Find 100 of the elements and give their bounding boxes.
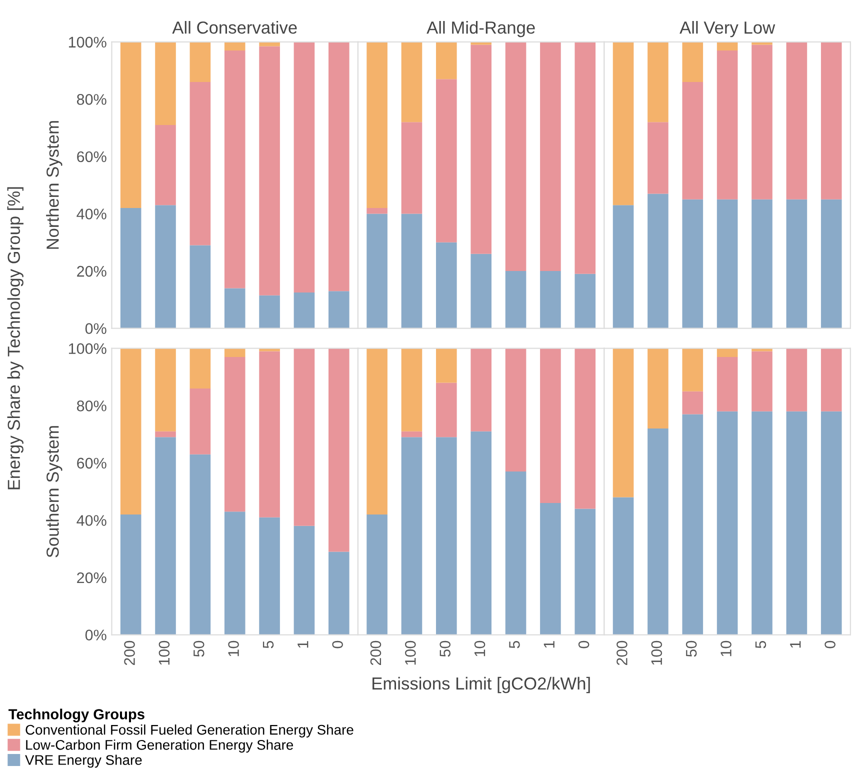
bar (436, 242, 457, 328)
bar (820, 42, 842, 200)
bar (648, 348, 668, 429)
bar (648, 42, 668, 122)
x-tick-label: 50 (440, 640, 451, 657)
x-tick-label: 0 (578, 640, 590, 648)
bar (574, 508, 596, 635)
bar (120, 514, 142, 635)
bar (224, 512, 246, 635)
bar (786, 42, 808, 200)
bar (328, 42, 350, 292)
bar (120, 208, 142, 328)
bar (155, 348, 176, 432)
legend-title: Technology Groups (8, 708, 144, 722)
bar (682, 82, 704, 200)
legend-label: VRE Energy Share (25, 754, 142, 768)
bar (366, 208, 388, 214)
bar (155, 437, 176, 635)
bar (820, 199, 842, 328)
bar (120, 348, 142, 514)
bar (505, 271, 526, 328)
bar (190, 245, 211, 328)
y-tick-label: 40% (76, 208, 106, 220)
bar (224, 356, 246, 512)
bar (820, 348, 842, 412)
y-tick-label: 100% (68, 343, 106, 354)
bar (716, 411, 738, 635)
bar (259, 46, 280, 296)
x-tick-label: 100 (405, 640, 416, 665)
bar (716, 42, 738, 50)
bar (574, 274, 596, 328)
bar (436, 79, 457, 242)
legend-label: Low-Carbon Firm Generation Energy Share (26, 740, 294, 753)
bar (716, 348, 738, 357)
x-axis-title: Emissions Limit [gCO2/kWh] (372, 676, 590, 694)
bar (540, 503, 561, 635)
bar (540, 271, 561, 328)
bar (436, 437, 457, 635)
y-tick-label: 0% (85, 630, 106, 640)
bar (328, 348, 350, 552)
y-tick-label: 40% (76, 515, 106, 526)
x-tick-label: 100 (651, 640, 662, 665)
x-tick-label: 10 (720, 640, 732, 656)
x-tick-label: 0 (824, 640, 836, 648)
x-tick-label: 5 (755, 640, 766, 648)
x-tick-label: 5 (262, 640, 274, 648)
x-tick-label: 10 (228, 640, 239, 656)
bar (401, 437, 422, 635)
y-axis-title: Southern System (46, 426, 62, 558)
bar (190, 454, 211, 635)
bar (716, 356, 738, 412)
bar (820, 411, 842, 635)
bar (224, 348, 246, 357)
bar (612, 497, 634, 635)
y-tick-label: 20% (77, 266, 106, 277)
x-tick-label: 200 (616, 640, 628, 666)
bar (682, 199, 704, 328)
bar (752, 44, 772, 200)
chart-title: All Very Low (680, 20, 776, 38)
bar (574, 348, 596, 509)
bar (716, 199, 738, 328)
text: Energy Share by Technology Group [%] (7, 187, 24, 490)
bar (259, 351, 280, 518)
x-tick-label: 100 (158, 640, 170, 665)
bar (401, 431, 422, 438)
y-tick-label: 60% (77, 458, 106, 469)
bar (190, 388, 211, 454)
bar (366, 514, 388, 635)
bar (401, 122, 422, 214)
x-tick-label: 10 (474, 640, 486, 656)
x-tick-label: 50 (193, 640, 204, 657)
bar (612, 205, 634, 328)
bar (294, 292, 315, 328)
bar (366, 42, 388, 208)
y-tick-label: 20% (77, 572, 106, 584)
bar (612, 42, 634, 206)
bar (752, 411, 772, 635)
bar (328, 552, 350, 635)
bar (470, 431, 492, 635)
bar (682, 348, 704, 392)
bar (224, 50, 246, 288)
bar (682, 42, 704, 82)
x-tick-label: 200 (370, 640, 382, 666)
bar (574, 42, 596, 274)
bar (401, 42, 422, 122)
bar (294, 526, 315, 635)
bar (716, 50, 738, 200)
y-tick-label: 0% (85, 323, 106, 334)
x-tick-label: 0 (332, 640, 343, 648)
y-tick-label: 80% (76, 400, 106, 412)
bar (155, 205, 176, 328)
bar (190, 82, 211, 246)
bar (120, 42, 142, 208)
y-tick-label: 80% (76, 94, 106, 105)
bar (190, 348, 211, 388)
bar (752, 199, 772, 328)
bar (155, 42, 176, 125)
bar (752, 351, 772, 412)
bar (540, 42, 561, 272)
y-tick-label: 100% (68, 36, 106, 48)
